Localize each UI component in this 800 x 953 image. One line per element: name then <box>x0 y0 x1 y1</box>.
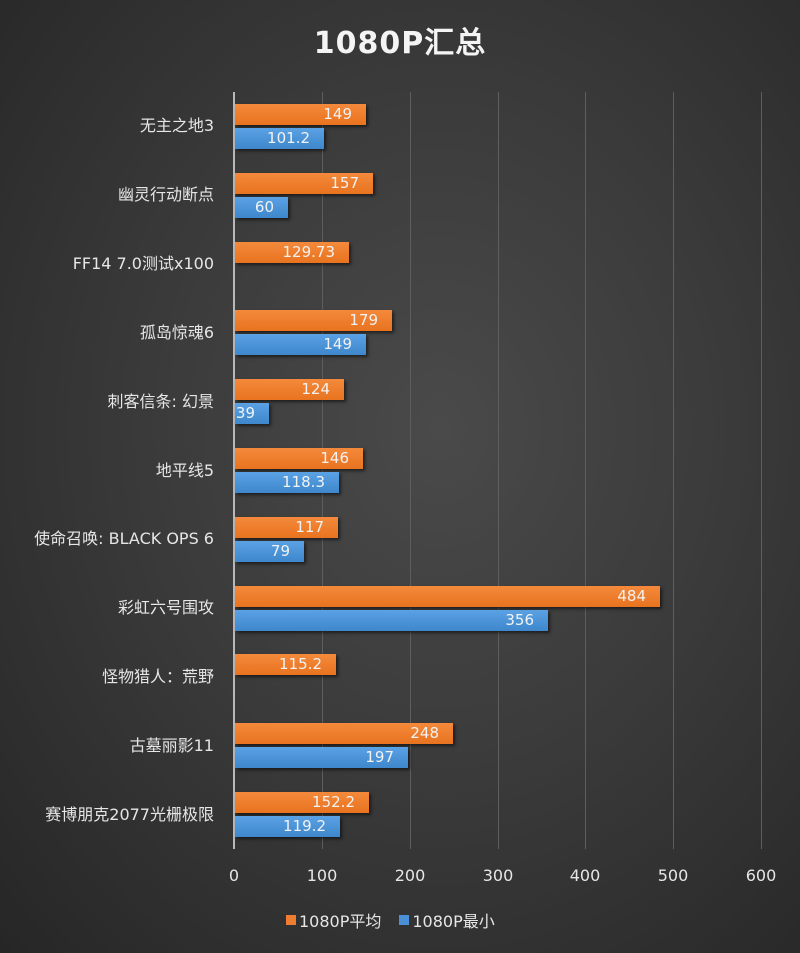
legend: 1080P平均 1080P最小 <box>286 908 513 932</box>
category-label: 地平线5 <box>155 461 214 480</box>
bar-minimum: 101.2 <box>235 128 324 149</box>
category-label: 赛博朋克2077光栅极限 <box>45 805 214 824</box>
category-label: 使命召唤: BLACK OPS 6 <box>34 529 214 548</box>
bar-value-label: 179 <box>349 311 378 329</box>
bar-value-label: 101.2 <box>267 129 310 147</box>
x-tick-label: 600 <box>745 866 777 885</box>
bar-average: 124 <box>235 379 344 400</box>
bar-value-label: 129.73 <box>282 243 336 261</box>
gridline <box>322 92 323 849</box>
x-tick-label: 200 <box>394 866 426 885</box>
bar-value-label: 118.3 <box>282 473 325 491</box>
x-tick-label: 500 <box>657 866 689 885</box>
category-label: 彩虹六号围攻 <box>117 598 214 617</box>
gridline <box>673 92 674 849</box>
bar-value-label: 39 <box>235 404 255 422</box>
bar-value-label: 119.2 <box>283 817 326 835</box>
gridline <box>585 92 586 849</box>
category-label: FF14 7.0测试x100 <box>72 254 214 273</box>
gridline <box>410 92 411 849</box>
bar-average: 115.2 <box>235 654 336 675</box>
bar-average: 157 <box>235 173 373 194</box>
legend-item-average: 1080P平均 <box>286 908 381 932</box>
bar-value-label: 124 <box>301 380 330 398</box>
bar-average: 146 <box>235 448 363 469</box>
legend-item-minimum: 1080P最小 <box>399 908 495 932</box>
bar-value-label: 356 <box>505 611 534 629</box>
legend-swatch-average <box>286 915 296 925</box>
category-label: 幽灵行动断点 <box>117 185 214 204</box>
bar-average: 179 <box>235 310 392 331</box>
chart-title: 1080P汇总 <box>313 26 487 61</box>
bar-value-label: 146 <box>320 449 349 467</box>
bar-minimum: 79 <box>235 541 304 562</box>
category-label: 怪物猎人：荒野 <box>101 667 214 686</box>
legend-swatch-minimum <box>399 915 410 925</box>
x-tick-label: 100 <box>306 866 338 885</box>
category-label: 无主之地3 <box>139 116 214 135</box>
bar-average: 484 <box>235 586 660 607</box>
bar-value-label: 60 <box>254 198 274 216</box>
bar-value-label: 149 <box>323 335 352 353</box>
category-label: 刺客信条: 幻景 <box>107 392 214 411</box>
bar-average: 117 <box>235 517 338 538</box>
legend-label-average: 1080P平均 <box>299 912 382 931</box>
legend-label-minimum: 1080P最小 <box>412 912 495 931</box>
bar-value-label: 152.2 <box>312 793 355 811</box>
bar-value-label: 149 <box>323 105 352 123</box>
bar-minimum: 60 <box>235 197 288 218</box>
bar-minimum: 356 <box>235 610 548 631</box>
gridline <box>498 92 499 849</box>
bar-minimum: 119.2 <box>235 816 340 837</box>
bar-value-label: 79 <box>270 542 290 560</box>
bar-value-label: 484 <box>617 587 646 605</box>
bar-value-label: 197 <box>365 748 394 766</box>
bar-value-label: 115.2 <box>279 655 322 673</box>
bar-minimum: 118.3 <box>235 472 339 493</box>
category-label: 古墓丽影11 <box>129 736 214 755</box>
bar-value-label: 117 <box>295 518 324 536</box>
bar-average: 152.2 <box>235 792 369 813</box>
bar-value-label: 157 <box>330 174 359 192</box>
y-axis-line <box>233 92 235 849</box>
bar-minimum: 197 <box>235 747 408 768</box>
x-tick-label: 400 <box>569 866 601 885</box>
bar-value-label: 248 <box>410 724 439 742</box>
category-label: 孤岛惊魂6 <box>139 323 214 342</box>
bar-minimum: 39 <box>235 403 269 424</box>
bar-average: 149 <box>235 104 366 125</box>
x-tick-label: 0 <box>228 866 240 885</box>
bar-minimum: 149 <box>235 334 366 355</box>
bar-average: 129.73 <box>235 242 349 263</box>
x-tick-label: 300 <box>482 866 514 885</box>
bar-average: 248 <box>235 723 453 744</box>
gridline <box>761 92 762 849</box>
